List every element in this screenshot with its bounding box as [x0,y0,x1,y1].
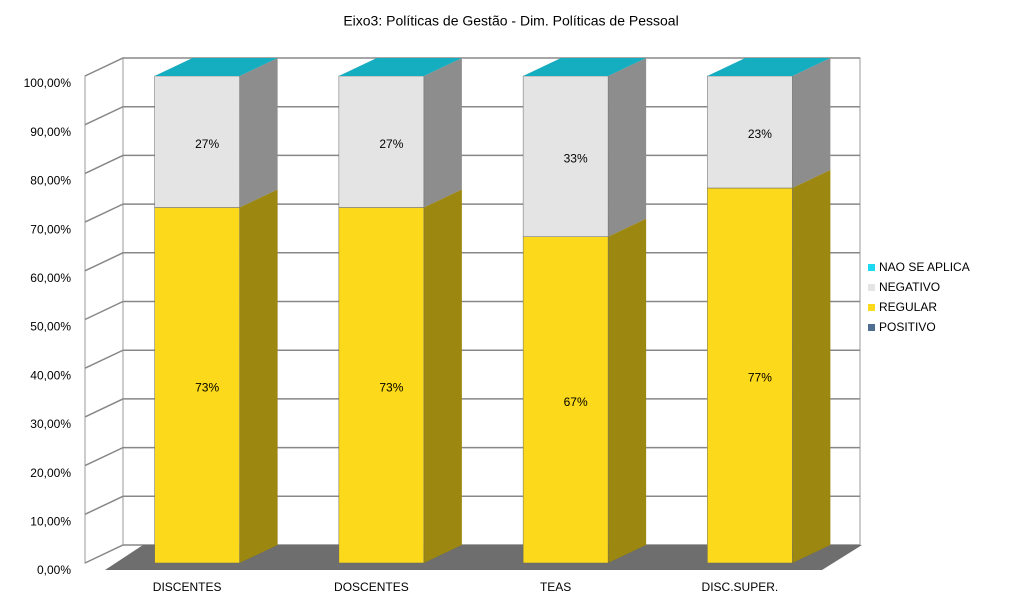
bar-side [239,58,278,208]
x-tick-label: TEAS [540,580,571,594]
y-tick-label: 90,00% [30,125,71,139]
bar [707,75,793,189]
x-tick-label: DOSCENTES [334,580,409,594]
y-tick-label: 70,00% [30,222,71,236]
y-tick-label: 40,00% [30,368,71,382]
bar-side [792,170,831,563]
chart-title: Eixo3: Políticas de Gestão - Dim. Políti… [343,13,678,29]
bar [522,236,609,564]
data-label: 77% [748,371,772,385]
data-label: 33% [564,152,588,166]
y-tick-label: 20,00% [30,466,71,480]
legend-label: POSITIVO [879,320,936,334]
x-tick-label: DISCENTES [153,580,222,594]
bar-top [523,58,647,76]
y-tick-label: 50,00% [30,320,71,334]
bar-side [239,189,278,564]
legend-label: NEGATIVO [879,280,940,294]
bar-side [608,58,647,237]
bar-side [792,58,831,189]
bar [154,207,240,564]
data-label: 67% [564,395,588,409]
data-label: 27% [195,137,219,151]
data-label: 73% [195,380,219,394]
bar [707,187,793,564]
bar-top [154,58,278,76]
bar-side [423,58,462,208]
y-tick-label: 0,00% [37,563,71,577]
legend-swatch [868,264,875,271]
bar-top [707,58,831,76]
legend-swatch [868,324,875,331]
bar-top [338,58,462,76]
legend-swatch [868,284,875,291]
data-label: 73% [379,380,403,394]
data-label: 23% [748,127,772,141]
y-tick-label: 60,00% [30,271,71,285]
y-tick-label: 10,00% [30,514,71,528]
data-label: 27% [379,137,403,151]
y-tick-label: 30,00% [30,417,71,431]
legend-swatch [868,304,875,311]
legend-label: REGULAR [879,300,937,314]
bar-side [423,189,462,564]
y-tick-label: 80,00% [30,174,71,188]
legend-label: NAO SE APLICA [879,260,970,274]
y-tick-label: 100,00% [24,76,72,90]
floor [105,545,862,570]
bar [154,75,240,208]
bar-side [608,218,647,563]
x-tick-label: DISC.SUPER. [702,580,779,594]
